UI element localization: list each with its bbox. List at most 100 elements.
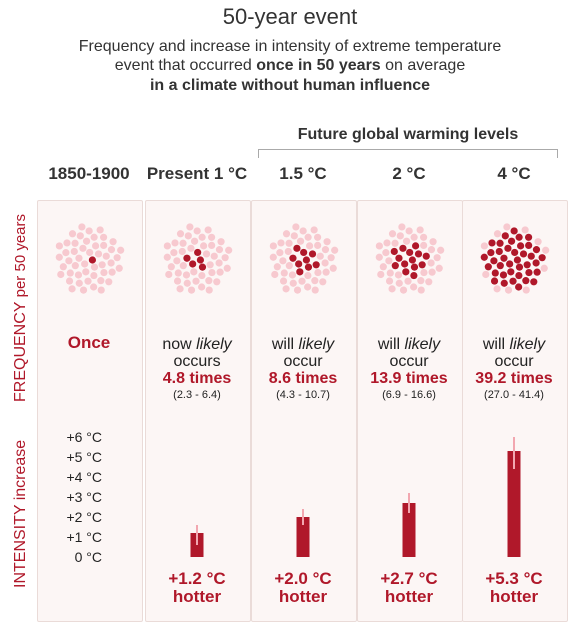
frequency-dot-empty [429,238,437,246]
frequency-dot-filled [510,227,518,235]
frequency-dot-empty [193,227,201,235]
frequency-dot-empty [210,252,218,260]
intensity-tick-label: +5 °C [66,449,102,465]
frequency-dot-empty [310,226,318,234]
frequency-line1-em: likely [404,336,441,353]
frequency-dot-empty [534,238,542,246]
frequency-dot-filled [304,263,313,271]
frequency-dot-filled [410,263,419,271]
frequency-dot-empty [71,262,79,270]
frequency-line2: occurs [173,353,221,370]
frequency-dot-empty [163,253,171,261]
column-header-2: 2 °C [392,164,426,183]
frequency-line1: will likely [251,336,355,353]
frequency-value: 13.9 times [370,370,448,387]
frequency-dot-filled [490,257,498,265]
frequency-line2: occur [283,353,323,370]
frequency-dot-filled [410,271,418,280]
frequency-dot-empty [427,259,435,267]
frequency-dot-empty [171,239,179,247]
hotter-word: hotter [384,587,434,606]
frequency-dot-empty [205,277,213,285]
frequency-dot-empty [284,247,292,256]
frequency-dot-empty [386,269,394,277]
frequency-dot-filled [501,232,509,240]
frequency-dot-filled [495,247,503,256]
frequency-dot-empty [521,226,529,234]
frequency-dot-empty [419,233,428,241]
frequency-dot-filled [513,256,522,264]
frequency-line1: now likely [145,336,249,353]
frequency-line2: occur [389,353,429,370]
frequency-dot-empty [55,253,63,261]
frequency-dot-empty [79,286,88,294]
frequency-dot-empty [82,237,91,245]
frequency-dot-filled [490,277,499,285]
frequency-line1-text: will [377,336,405,353]
frequency-dot-empty [208,268,216,277]
frequency-dot-empty [75,254,83,262]
hotter-value: +1.2 °C [168,569,226,588]
frequency-dot-empty [399,286,408,294]
frequency-dot-empty [331,246,339,254]
frequency-dot-empty [178,247,186,256]
frequency-dot-empty [216,268,224,276]
frequency-dot-empty [68,285,76,293]
frequency-dot-empty [78,223,86,231]
frequency-dot-empty [410,233,418,241]
frequency-dot-filled [414,250,423,258]
frequency-dot-filled [524,233,533,241]
hotter-word: hotter [489,587,539,606]
column-header-1-5: 1.5 °C [279,164,327,183]
frequency-dot-empty [215,259,223,267]
frequency-dot-empty [285,239,293,247]
frequency-dot-empty [290,232,298,240]
frequency-dot-filled [491,269,499,277]
frequency-dot-empty [79,244,87,252]
intensity-tick-label: +3 °C [66,489,102,505]
frequency-dot-empty [74,271,83,279]
frequency-dot-filled [488,239,496,247]
frequency-dot-empty [316,252,324,260]
frequency-dot-filled [532,259,540,267]
frequency-dot-empty [503,223,511,231]
frequency-dot-empty [179,239,187,247]
frequency-dot-empty [288,271,297,279]
frequency-dot-empty [416,226,424,234]
frequency-dot-empty [396,232,404,240]
frequency-dot-filled [293,244,301,252]
frequency-dot-empty [299,227,307,235]
frequency-dot-filled [525,268,533,277]
frequency-dot-empty [298,277,306,285]
frequency-dot-empty [163,242,171,250]
frequency-dot-empty [277,239,285,247]
frequency-dot-empty [296,237,305,245]
frequency-dot-empty [90,233,98,241]
frequency-dot-filled [308,250,317,258]
frequency-dot-empty [99,233,108,241]
frequency-dot-empty [84,277,92,285]
subtitle-line3: in a climate without human influence [149,77,431,94]
frequency-dot-empty [269,253,277,261]
frequency-text-1-5: will likely occur 8.6 times (4.3 - 10.7) [251,336,355,404]
frequency-dot-empty [385,277,394,285]
frequency-dot-filled [484,263,492,271]
frequency-dot-empty [94,250,103,258]
frequency-dot-filled [198,263,207,271]
frequency-dot-empty [395,279,403,287]
frequency-dot-empty [85,227,93,235]
frequency-dot-empty [420,241,428,250]
frequency-dot-empty [65,257,73,265]
frequency-dot-empty [279,257,287,265]
subtitle-line2-bold: once in 50 years [256,57,381,74]
hotter-label-2: +2.7 °C hotter [357,570,461,606]
frequency-dot-filled [507,237,516,245]
frequency-dot-empty [206,261,214,269]
frequency-dot-empty [379,263,387,271]
frequency-dot-empty [394,271,403,279]
frequency-dot-empty [493,230,502,238]
frequency-dot-filled [500,279,508,287]
intensity-tick-label: +1 °C [66,529,102,545]
panel-1850 [37,200,143,622]
